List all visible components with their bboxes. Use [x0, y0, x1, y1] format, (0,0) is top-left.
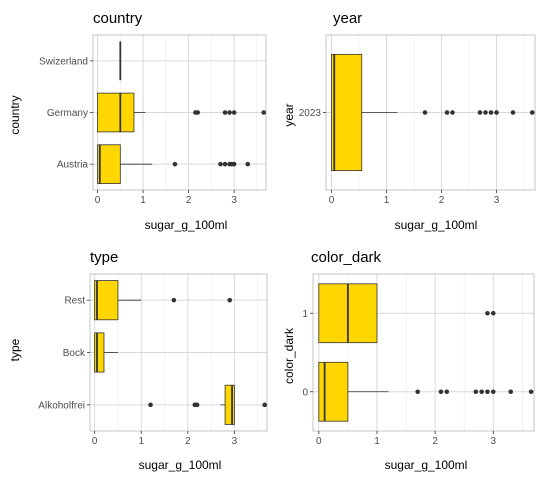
- x-axis-title-country: sugar_g_100ml: [145, 218, 228, 232]
- box-iqr: [319, 362, 348, 421]
- chart-title-type: type: [90, 249, 118, 266]
- outlier-point: [491, 311, 496, 316]
- x-tick-label: 2: [186, 195, 192, 206]
- x-tick-label: 0: [329, 195, 335, 206]
- box-iqr: [98, 93, 134, 132]
- outlier-point: [444, 389, 449, 394]
- x-tick-label: 1: [374, 436, 380, 447]
- outlier-point: [223, 162, 228, 167]
- outlier-point: [148, 403, 153, 408]
- outlier-point: [450, 110, 455, 115]
- outlier-point: [423, 110, 428, 115]
- box-iqr: [225, 385, 234, 424]
- y-tick-label: Swizerland: [39, 56, 88, 67]
- x-tick-label: 1: [138, 436, 144, 447]
- outlier-point: [415, 389, 420, 394]
- outlier-point: [489, 110, 494, 115]
- outlier-point: [485, 389, 490, 394]
- x-tick-label: 0: [316, 436, 322, 447]
- y-tick-label: Alkoholfrei: [38, 400, 85, 411]
- outlier-point: [172, 298, 177, 303]
- y-tick-label: Germany: [47, 108, 88, 119]
- x-tick-label: 2: [439, 195, 445, 206]
- x-tick-label: 2: [185, 436, 191, 447]
- y-tick-label: 1: [302, 309, 308, 320]
- outlier-point: [261, 110, 266, 115]
- x-tick-label: 3: [231, 195, 237, 206]
- x-axis-title-year: sugar_g_100ml: [395, 218, 478, 232]
- x-axis-title-type: sugar_g_100ml: [139, 458, 222, 472]
- outlier-point: [508, 389, 513, 394]
- chart-title-country: country: [93, 10, 143, 27]
- y-tick-label: Bock: [63, 348, 86, 359]
- outlier-point: [474, 389, 479, 394]
- outlier-point: [445, 110, 450, 115]
- x-tick-label: 0: [92, 436, 98, 447]
- outlier-point: [478, 110, 483, 115]
- x-tick-label: 3: [494, 195, 500, 206]
- x-tick-label: 3: [491, 436, 497, 447]
- outlier-point: [491, 389, 496, 394]
- x-axis-title-color-dark: sugar_g_100ml: [385, 458, 468, 472]
- outlier-point: [262, 403, 267, 408]
- y-tick-label: 2023: [299, 108, 322, 119]
- x-tick-label: 1: [140, 195, 146, 206]
- outlier-point: [511, 110, 516, 115]
- chart-title-year: year: [333, 10, 362, 27]
- y-axis-title-type: type: [8, 338, 22, 361]
- outlier-point: [227, 298, 232, 303]
- box-iqr: [332, 54, 362, 170]
- x-tick-label: 3: [232, 436, 238, 447]
- y-axis-title-year: year: [282, 103, 296, 126]
- x-tick-label: 2: [432, 436, 438, 447]
- outlier-point: [483, 110, 488, 115]
- y-tick-label: 0: [302, 387, 308, 398]
- y-tick-label: Austria: [57, 160, 89, 171]
- outlier-point: [530, 110, 535, 115]
- y-tick-label: Rest: [64, 296, 85, 307]
- box-iqr: [95, 333, 104, 372]
- outlier-point: [218, 162, 223, 167]
- x-tick-label: 1: [384, 195, 390, 206]
- outlier-point: [232, 162, 237, 167]
- outlier-point: [195, 110, 200, 115]
- chart-title-color-dark: color_dark: [311, 249, 382, 266]
- outlier-point: [494, 110, 499, 115]
- outlier-point: [232, 110, 237, 115]
- outlier-point: [195, 403, 200, 408]
- panel-color-dark: 0 1 2 3 0 1: [302, 274, 534, 447]
- outlier-point: [439, 389, 444, 394]
- outlier-point: [227, 110, 232, 115]
- x-tick-label: 0: [95, 195, 101, 206]
- outlier-point: [245, 162, 250, 167]
- y-axis-title-country: country: [8, 95, 22, 134]
- outlier-point: [479, 389, 484, 394]
- outlier-point: [529, 389, 534, 394]
- outlier-point: [173, 162, 178, 167]
- box-iqr: [98, 145, 121, 184]
- y-axis-title-color-dark: color_dark: [282, 327, 296, 384]
- outlier-point: [485, 311, 490, 316]
- panel-year: 0 1 2 3 2023: [299, 35, 535, 206]
- box-iqr: [95, 281, 118, 320]
- outlier-point: [223, 110, 228, 115]
